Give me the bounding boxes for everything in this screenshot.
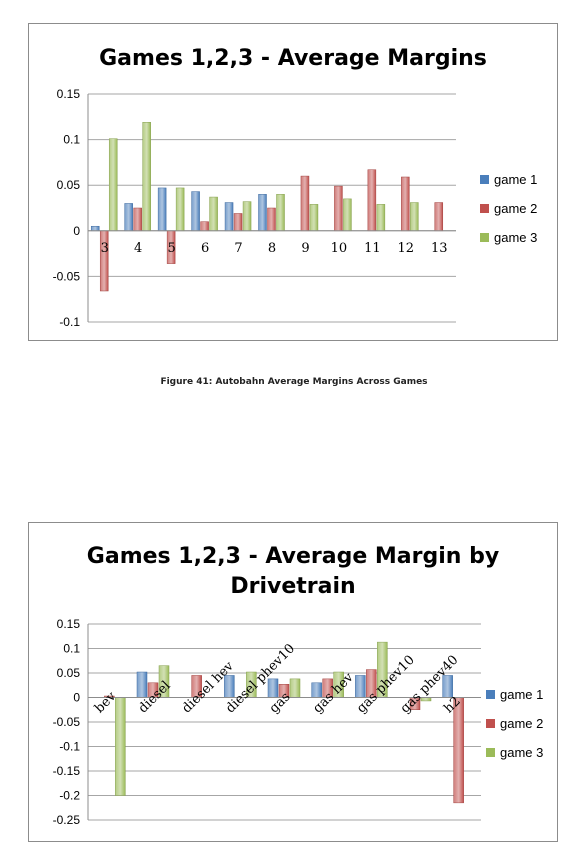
bar-game-3-4 [142, 122, 151, 232]
bar-game-3-11 [376, 204, 386, 232]
legend-label-game-2: game 2 [500, 716, 543, 731]
legend-swatch-game-1 [486, 690, 495, 699]
y-tick-label: -0.25 [53, 813, 81, 827]
figure-caption: Figure 41: Autobahn Average Margins Acro… [160, 377, 428, 387]
chart-title-line-2: Drivetrain [230, 574, 355, 599]
y-tick-label: 0.05 [57, 178, 81, 192]
legend-swatch-game-2 [486, 719, 495, 728]
legend-swatch-game-3 [480, 233, 489, 242]
bar-game-3-12 [410, 202, 419, 232]
y-tick-label: 0 [73, 691, 80, 705]
bar-game-3-gas [289, 678, 301, 698]
bar-game-2-9 [300, 175, 310, 232]
bar-game-3-bev [115, 697, 126, 796]
y-tick-label: -0.05 [53, 715, 81, 729]
bar-game-1-5 [157, 187, 167, 232]
legend-swatch-game-2 [480, 204, 489, 213]
bar-game-3-3 [108, 138, 118, 232]
bar-game-1-3 [90, 225, 100, 232]
bar-game-3-5 [175, 187, 185, 232]
x-category-label: 3 [101, 241, 109, 256]
x-category-label: 4 [134, 241, 142, 256]
y-tick-label: 0 [73, 224, 80, 238]
x-category-label: 9 [301, 241, 309, 256]
legend-label-game-1: game 1 [500, 687, 543, 702]
x-category-label: 10 [331, 241, 348, 256]
x-category-label: 13 [431, 241, 448, 256]
chart-title-line-1: Games 1,2,3 - Average Margin by [87, 544, 499, 569]
bar-game-2-6 [200, 221, 209, 232]
chart-average-margins: Games 1,2,3 - Average Margins 0.15 0.1 0.05… [28, 23, 558, 341]
bar-game-1-8 [258, 194, 267, 232]
y-tick-label: 0.05 [57, 666, 81, 680]
legend-label-game-2: game 2 [494, 201, 537, 216]
y-tick-label: -0.05 [53, 269, 81, 283]
bar-game-1-7 [224, 202, 234, 232]
bar-game-3-8 [276, 194, 285, 232]
bar-game-1-4 [124, 203, 133, 232]
bar-game-2-h2 [453, 697, 464, 804]
y-tick-label: -0.15 [53, 764, 81, 778]
bar-game-2-7 [233, 213, 243, 232]
bar-game-3-9 [309, 204, 319, 232]
bar-game-2-11 [367, 169, 377, 232]
bar-game-2-13 [434, 202, 444, 232]
bar-game-2-4 [133, 207, 142, 232]
y-tick-label: -0.1 [59, 740, 80, 754]
bar-game-2-10 [334, 185, 343, 232]
y-tick-label: 0.15 [57, 617, 81, 631]
bar-game-1-gas-phev10 [355, 675, 366, 698]
x-category-label: 11 [364, 241, 381, 256]
y-tick-label: 0.1 [63, 642, 80, 656]
y-tick-label: 0.15 [57, 87, 81, 101]
bar-game-1-diesel [136, 671, 148, 698]
x-category-label: 6 [201, 241, 209, 256]
y-tick-label: 0.1 [63, 133, 80, 147]
y-tick-label: -0.2 [59, 789, 80, 803]
bar-game-1-6 [191, 191, 200, 232]
x-category-label: 8 [268, 241, 276, 256]
x-category-label: 5 [167, 241, 175, 256]
chart-title: Games 1,2,3 - Average Margins [99, 46, 487, 71]
chart-margin-by-drivetrain-svg: Games 1,2,3 - Average Margin by Drivetrai… [53, 544, 544, 827]
x-category-label: 12 [398, 241, 415, 256]
chart-average-margins-svg: Games 1,2,3 - Average Margins 0.15 0.1 0.05… [53, 46, 538, 329]
bar-game-2-8 [267, 207, 276, 232]
bar-game-3-10 [343, 198, 352, 232]
chart-margin-by-drivetrain: Games 1,2,3 - Average Margin by Drivetrai… [28, 522, 558, 842]
legend-label-game-3: game 3 [500, 745, 543, 760]
legend-label-game-1: game 1 [494, 172, 537, 187]
bar-game-2-12 [401, 176, 410, 232]
x-category-label: 7 [234, 241, 242, 256]
legend-label-game-3: game 3 [494, 230, 537, 245]
y-tick-label: -0.1 [59, 315, 80, 329]
bar-game-3-7 [242, 201, 252, 232]
legend-swatch-game-3 [486, 748, 495, 757]
legend-swatch-game-1 [480, 175, 489, 184]
bar-game-3-6 [209, 196, 218, 232]
